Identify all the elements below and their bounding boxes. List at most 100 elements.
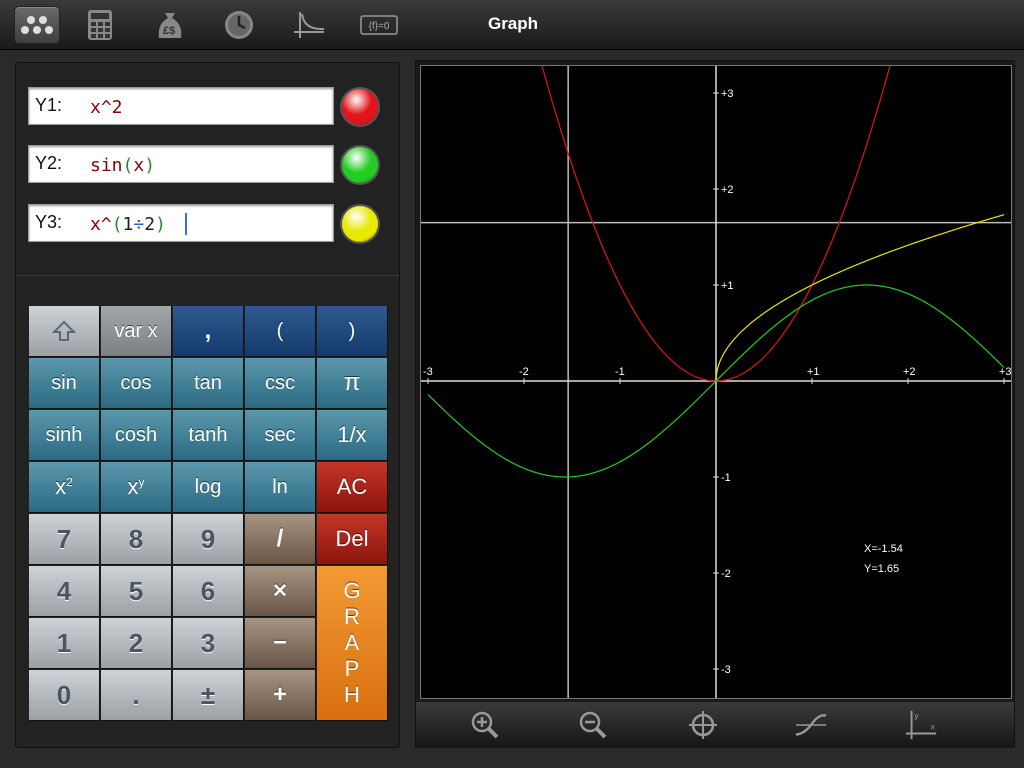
apps-icon[interactable]: [14, 6, 60, 44]
equation-value-y3: x^(1÷2): [90, 214, 166, 235]
digit-5-key[interactable]: 5: [101, 566, 172, 617]
equation-label-y2: Y2:: [35, 153, 63, 173]
graph-key-letter: A: [344, 630, 360, 655]
calculator-panel: Y1: x^2 Y2: sin(x) Y3: x^(1÷2) var x , (…: [15, 62, 400, 748]
page-title: Graph: [487, 14, 539, 33]
equation-solver-label: {f}=0: [369, 21, 390, 32]
cosh-key[interactable]: cosh: [101, 410, 172, 461]
equation-token: x^2: [90, 97, 123, 118]
digit-2-key[interactable]: 2: [101, 618, 172, 669]
equation-token: ÷: [133, 214, 145, 235]
digit-1-key[interactable]: 1: [29, 618, 100, 669]
svg-text:£$: £$: [163, 25, 175, 37]
cos-key[interactable]: cos: [101, 358, 172, 409]
svg-text:y: y: [914, 710, 919, 720]
graph-panel: -3 -2 -1 +1 +2 +3 +3 +2 +1 -1 -2 -3 X=-1.54 Y=1.65 …: [415, 48, 1015, 748]
delete-key[interactable]: Del: [317, 514, 388, 565]
trace-readout-y: Y=1.65: [864, 563, 899, 575]
equation-solver-icon[interactable]: {f}=0: [356, 6, 402, 44]
calculator-icon[interactable]: [77, 6, 123, 44]
equation-token: ): [155, 214, 166, 235]
digit-0-key[interactable]: 0: [29, 670, 100, 721]
svg-text:x: x: [930, 722, 935, 732]
square-key-exp: 2: [66, 475, 73, 489]
currency-exchange-icon[interactable]: £$: [147, 6, 193, 44]
equation-token: (: [111, 214, 123, 235]
color-dot-y3[interactable]: [340, 204, 380, 244]
tan-key[interactable]: tan: [173, 358, 244, 409]
ln-key[interactable]: ln: [245, 462, 316, 513]
sinh-key[interactable]: sinh: [29, 410, 100, 461]
tanh-key[interactable]: tanh: [173, 410, 244, 461]
keypad: var x , ( ) sin cos tan csc π sinh cosh …: [29, 306, 388, 721]
sec-key[interactable]: sec: [245, 410, 316, 461]
equation-label-y3: Y3:: [35, 212, 63, 232]
graph-key[interactable]: G R A P H: [317, 566, 388, 721]
equation-token: (: [122, 155, 134, 176]
zoom-in-icon[interactable]: [468, 708, 502, 742]
equation-token: sin: [90, 155, 123, 176]
x-tick-label: -2: [519, 366, 529, 378]
equation-value-y2: sin(x): [90, 155, 155, 176]
equation-list: Y1: x^2 Y2: sin(x) Y3: x^(1÷2): [16, 63, 399, 276]
multiply-key[interactable]: ×: [245, 566, 316, 617]
add-key[interactable]: +: [245, 670, 316, 721]
clock-icon[interactable]: [216, 6, 262, 44]
graph-icon[interactable]: [286, 6, 332, 44]
graph-canvas[interactable]: -3 -2 -1 +1 +2 +3 +3 +2 +1 -1 -2 -3 X=-1.54 Y=1.65: [420, 48, 1012, 699]
equation-token: 2: [144, 214, 156, 235]
equation-token: 1: [122, 214, 134, 235]
x-tick-label: +2: [903, 366, 916, 378]
comma-key[interactable]: ,: [173, 306, 244, 357]
power-key-exp: y: [138, 475, 145, 489]
color-dot-y2[interactable]: [340, 145, 380, 185]
digit-8-key[interactable]: 8: [101, 514, 172, 565]
top-toolbar: £$ {f}=0 Graph: [0, 0, 1024, 50]
log-key[interactable]: log: [173, 462, 244, 513]
reciprocal-key[interactable]: 1/x: [317, 410, 388, 461]
color-dot-y1[interactable]: [340, 87, 380, 127]
csc-key[interactable]: csc: [245, 358, 316, 409]
divide-key[interactable]: /: [245, 514, 316, 565]
x-tick-label: -1: [615, 366, 625, 378]
digit-3-key[interactable]: 3: [173, 618, 244, 669]
curve-trace-icon[interactable]: [794, 708, 828, 742]
var-x-key[interactable]: var x: [101, 306, 172, 357]
shift-key[interactable]: [29, 306, 100, 357]
square-key-base: x: [55, 474, 67, 499]
y-tick-label: +2: [721, 184, 734, 196]
digit-7-key[interactable]: 7: [29, 514, 100, 565]
open-paren-key[interactable]: (: [245, 306, 316, 357]
equation-token: x^: [90, 214, 112, 235]
digit-9-key[interactable]: 9: [173, 514, 244, 565]
y-tick-label: +3: [721, 88, 734, 100]
all-clear-key[interactable]: AC: [317, 462, 388, 513]
graph-key-letter: H: [344, 682, 360, 707]
y-tick-label: -2: [721, 568, 731, 580]
digit-6-key[interactable]: 6: [173, 566, 244, 617]
sin-key[interactable]: sin: [29, 358, 100, 409]
zoom-out-icon[interactable]: [576, 708, 610, 742]
equation-field-y3[interactable]: Y3: x^(1÷2): [28, 204, 334, 242]
digit-4-key[interactable]: 4: [29, 566, 100, 617]
equation-field-y1[interactable]: Y1: x^2: [28, 87, 334, 125]
decimal-point-key[interactable]: .: [101, 670, 172, 721]
equation-token: x: [133, 155, 145, 176]
equation-field-y2[interactable]: Y2: sin(x): [28, 145, 334, 183]
crosshair-icon[interactable]: [686, 708, 720, 742]
curve-y2: [427, 284, 1005, 478]
y-tick-label: -3: [721, 664, 731, 676]
equation-value-y1: x^2: [90, 97, 123, 118]
close-paren-key[interactable]: ): [317, 306, 388, 357]
x-tick-label: +1: [807, 366, 820, 378]
x-tick-label: -3: [423, 366, 433, 378]
pi-key[interactable]: π: [317, 358, 388, 409]
plus-minus-key[interactable]: ±: [173, 670, 244, 721]
y-tick-label: -1: [721, 472, 731, 484]
trace-readout-x: X=-1.54: [864, 543, 903, 555]
subtract-key[interactable]: −: [245, 618, 316, 669]
equation-token: ): [144, 155, 156, 176]
